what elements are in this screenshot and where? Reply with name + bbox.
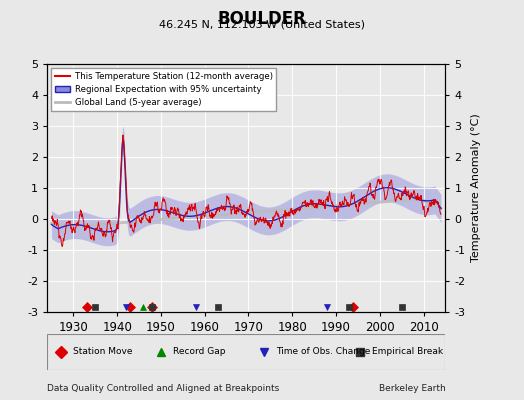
Text: Berkeley Earth: Berkeley Earth — [379, 384, 445, 393]
Text: Station Move: Station Move — [73, 348, 133, 356]
Y-axis label: Temperature Anomaly (°C): Temperature Anomaly (°C) — [471, 114, 481, 262]
Text: 46.245 N, 112.103 W (United States): 46.245 N, 112.103 W (United States) — [159, 19, 365, 29]
Text: Data Quality Controlled and Aligned at Breakpoints: Data Quality Controlled and Aligned at B… — [47, 384, 279, 393]
Text: BOULDER: BOULDER — [217, 10, 307, 28]
Text: Record Gap: Record Gap — [172, 348, 225, 356]
Text: Time of Obs. Change: Time of Obs. Change — [276, 348, 370, 356]
Text: Empirical Break: Empirical Break — [372, 348, 443, 356]
Legend: This Temperature Station (12-month average), Regional Expectation with 95% uncer: This Temperature Station (12-month avera… — [51, 68, 276, 111]
